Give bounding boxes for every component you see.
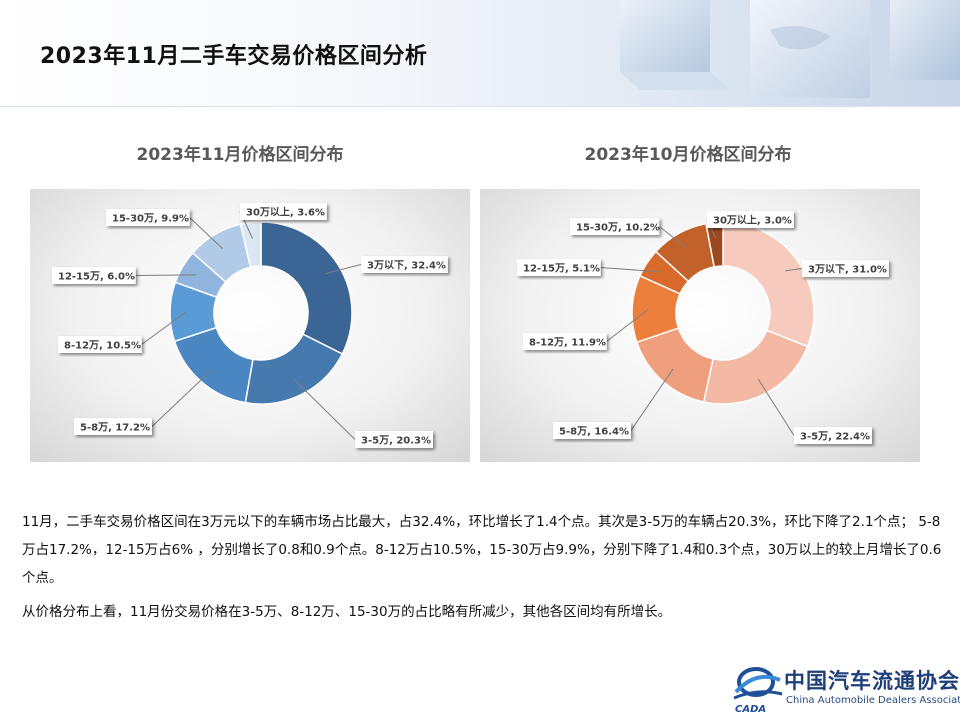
leader-line-0-1 [294, 379, 356, 440]
data-label-1-6: 30万以上, 3.0% [713, 214, 792, 227]
leader-line-1-0 [784, 268, 803, 272]
chart-title-october: 2023年10月价格区间分布 [584, 145, 792, 165]
data-label-box-1-6 [707, 211, 794, 228]
leader-line-0-4 [135, 274, 197, 276]
data-label-1-2: 5-8万, 16.4% [559, 426, 629, 438]
data-label-box-1-3 [523, 333, 607, 350]
page-title: 2023年11月二手车交易价格区间分析 [40, 44, 428, 69]
data-label-0-4: 12-15万, 6.0% [58, 271, 135, 283]
data-label-box-0-5 [106, 209, 190, 226]
data-label-1-0: 3万以下, 31.0% [808, 264, 887, 276]
association-english-name: China Automobile Dealers Association [786, 695, 960, 706]
association-logo: CADA 中国汽车流通协会 China Automobile Dealers A… [730, 662, 960, 714]
leader-line-0-0 [324, 264, 362, 275]
data-label-1-1: 3-5万, 22.4% [800, 431, 870, 443]
data-label-0-2: 5-8万, 17.2% [80, 422, 150, 434]
leader-line-1-2 [630, 368, 674, 431]
data-label-1-3: 8-12万, 11.9% [529, 337, 606, 349]
data-label-box-0-4 [52, 267, 136, 284]
chart-panel-november: 3万以下, 32.4% 3-5万, 20.3% 5-8万, 17.2% 8-12万, … [30, 189, 470, 462]
data-label-0-3: 8-12万, 10.5% [64, 340, 141, 352]
donut-slice-1-2 [635, 327, 714, 403]
data-label-box-1-5 [570, 218, 660, 235]
leader-line-0-3 [141, 311, 187, 345]
leader-line-1-3 [606, 309, 649, 342]
header-banner: 2023年11月二手车交易价格区间分析 [0, 0, 960, 107]
association-name: 中国汽车流通协会 [784, 668, 960, 693]
data-label-box-0-3 [58, 336, 142, 353]
data-label-1-4: 12-15万, 5.1% [523, 263, 600, 275]
data-label-box-0-6 [240, 203, 327, 220]
chart-title-november: 2023年11月价格区间分布 [136, 145, 344, 165]
donut-slice-1-0 [722, 221, 815, 348]
data-label-box-0-2 [74, 418, 152, 435]
data-label-box-0-1 [355, 431, 433, 448]
analysis-text: 11月，二手车交易价格区间在3万元以下的车辆市场占比最大，占32.4%，环比增长… [22, 508, 942, 632]
donut-chart-november: 3万以下, 32.4% 3-5万, 20.3% 5-8万, 17.2% 8-12万, … [52, 203, 448, 448]
data-label-1-5: 15-30万, 10.2% [576, 222, 660, 234]
data-label-0-1: 3-5万, 20.3% [361, 435, 431, 447]
donut-slice-0-6 [239, 221, 262, 269]
data-label-box-1-2 [553, 422, 631, 439]
analysis-paragraph-1: 11月，二手车交易价格区间在3万元以下的车辆市场占比最大，占32.4%，环比增长… [22, 514, 942, 586]
cada-logo-icon: CADA [733, 667, 783, 714]
data-label-box-0-0 [361, 256, 448, 273]
data-label-box-1-1 [794, 427, 872, 444]
chart-panel-october: 3万以下, 31.0% 3-5万, 22.4% 5-8万, 16.4% 8-12万, … [480, 189, 920, 462]
leader-line-1-5 [658, 226, 687, 248]
donut-slice-0-0 [260, 221, 353, 355]
data-label-box-1-0 [802, 260, 889, 277]
header-decoration [620, 0, 960, 98]
donut-chart-october: 3万以下, 31.0% 3-5万, 22.4% 5-8万, 16.4% 8-12万, … [517, 211, 889, 444]
leader-line-0-2 [151, 369, 213, 427]
leader-line-1-4 [600, 267, 661, 273]
data-label-0-6: 30万以上, 3.6% [246, 206, 325, 219]
donut-slice-1-1 [702, 329, 809, 405]
analysis-paragraph-2: 从价格分布上看，11月份交易价格在3-5万、8-12万、15-30万的占比略有所… [22, 604, 672, 620]
cada-mark-text: CADA [735, 704, 766, 714]
data-label-0-5: 15-30万, 9.9% [112, 213, 189, 225]
leader-line-1-1 [757, 378, 795, 436]
donut-slice-0-2 [173, 326, 254, 404]
leader-line-0-5 [189, 217, 223, 249]
data-label-box-1-4 [517, 259, 601, 276]
data-label-0-0: 3万以下, 32.4% [367, 260, 446, 272]
